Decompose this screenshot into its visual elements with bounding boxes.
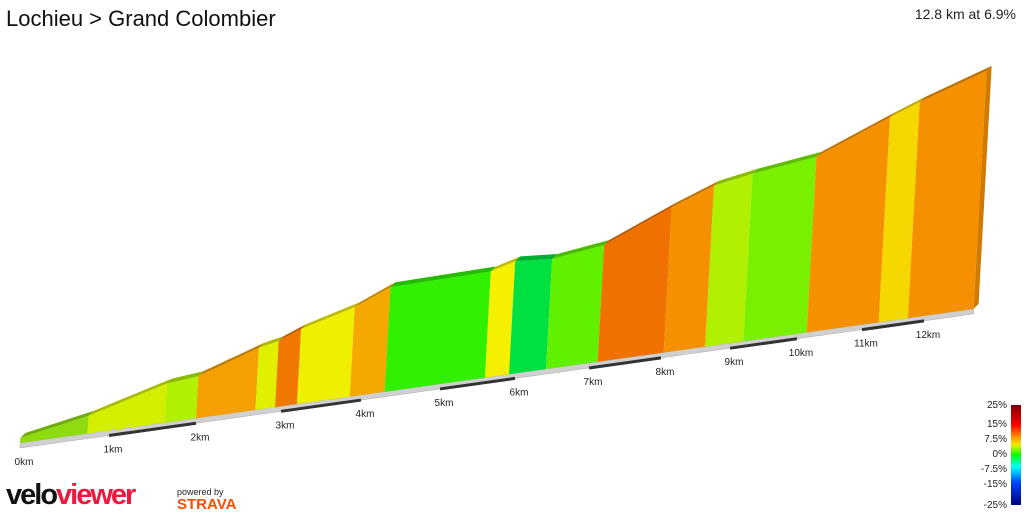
- km-band: [280, 398, 362, 413]
- segment-top-2: [166, 371, 204, 384]
- colorbar-label: 25%: [986, 400, 1007, 411]
- km-tick-label: 9km: [725, 357, 744, 368]
- strava-logo[interactable]: STRAVA: [177, 496, 237, 513]
- colorbar-label: -7.5%: [980, 464, 1007, 475]
- segment-14: [705, 173, 753, 347]
- km-tick-label: 6km: [510, 387, 529, 398]
- colorbar-label: 15%: [986, 419, 1007, 430]
- segment-1: [87, 383, 167, 434]
- gradient-colorbar: [1011, 405, 1021, 505]
- km-band: [729, 337, 798, 350]
- segment-5: [275, 329, 302, 408]
- segment-4: [255, 341, 279, 410]
- colorbar-label: -25%: [983, 500, 1007, 511]
- colorbar-label: -15%: [983, 479, 1007, 490]
- page-title: Lochieu > Grand Colombier: [6, 6, 276, 31]
- km-tick-label: 11km: [854, 339, 878, 350]
- segment-16: [806, 117, 891, 333]
- segment-10: [509, 259, 553, 375]
- km-tick-label: 7km: [584, 377, 603, 388]
- km-band: [861, 319, 925, 332]
- segment-top-4: [258, 336, 284, 348]
- segment-top-7: [354, 282, 396, 308]
- segment-12: [597, 207, 672, 362]
- segment-15: [743, 156, 817, 342]
- segment-13: [663, 185, 715, 353]
- veloviewer-logo[interactable]: veloviewer: [6, 479, 136, 511]
- segment-6: [297, 307, 355, 405]
- segment-top-5: [278, 324, 307, 342]
- segment-top-17: [890, 97, 925, 118]
- km-band: [588, 356, 662, 370]
- segment-17: [878, 102, 920, 323]
- segment-18: [907, 70, 987, 319]
- km-tick-label: 1km: [104, 444, 123, 455]
- km-tick-label: 2km: [191, 432, 210, 443]
- colorbar-label: 7.5%: [984, 434, 1007, 445]
- segment-top-3: [198, 342, 264, 377]
- km-tick-label: 3km: [276, 420, 295, 431]
- segment-top-12: [604, 202, 677, 246]
- segment-top-1: [88, 378, 172, 416]
- segment-3: [196, 347, 259, 419]
- km-band: [108, 421, 197, 437]
- km-tick-label: 5km: [435, 398, 454, 409]
- segment-top-14: [714, 168, 758, 186]
- profile-end-face: [973, 65, 992, 309]
- powered-by-label: powered by: [177, 487, 224, 497]
- colorbar-label: 0%: [992, 449, 1007, 460]
- segment-2: [164, 376, 199, 423]
- segment-top-8: [390, 266, 496, 288]
- segment-11: [546, 245, 605, 370]
- segment-top-11: [552, 240, 610, 260]
- segment-top-10: [515, 254, 558, 262]
- climb-summary: 12.8 km at 6.9%: [914, 6, 1016, 22]
- segment-7: [349, 287, 391, 397]
- segment-top-6: [301, 302, 360, 330]
- km-band: [439, 376, 516, 391]
- km-tick-label: 10km: [789, 348, 813, 359]
- km-tick-label: 4km: [356, 409, 375, 420]
- km-tick-label: 0km: [15, 457, 34, 468]
- segment-top-18: [919, 65, 992, 103]
- segment-9: [485, 261, 516, 378]
- segment-top-15: [752, 151, 822, 174]
- segment-top-0: [20, 410, 94, 438]
- km-tick-label: 12km: [916, 330, 940, 341]
- segment-0: [20, 415, 89, 443]
- segment-top-9: [490, 256, 521, 272]
- segment-top-16: [816, 112, 896, 157]
- km-tick-label: 8km: [656, 367, 675, 378]
- segment-8: [384, 271, 491, 392]
- segment-top-13: [671, 180, 720, 208]
